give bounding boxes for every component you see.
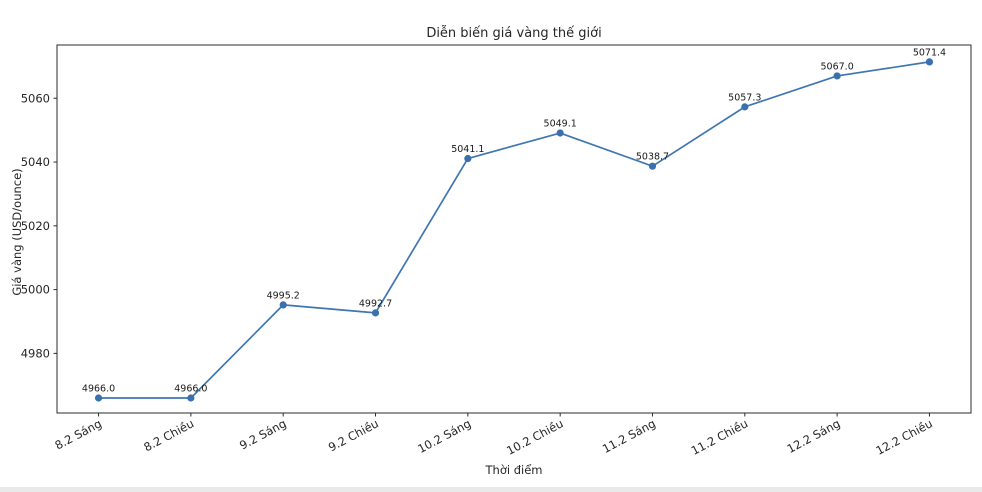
y-tick-label: 5060 [21, 91, 50, 105]
data-point [833, 72, 841, 80]
y-tick-label: 5040 [21, 155, 50, 169]
x-tick-label: 9.2 Sáng [237, 416, 289, 452]
x-tick-label: 12.2 Sáng [785, 416, 843, 456]
data-point-label: 4992.7 [359, 298, 392, 309]
y-tick-label: 5020 [21, 219, 50, 233]
x-tick-label: 11.2 Sáng [600, 416, 658, 456]
data-point-label: 5071.4 [913, 47, 946, 58]
data-point [556, 129, 564, 137]
x-tick-label: 9.2 Chiều [326, 416, 381, 454]
y-tick-label: 5000 [21, 283, 50, 297]
data-series: 4966.0 4966.0 4995.2 4992.7 5041.1 5049.1 5038… [82, 47, 946, 402]
data-point [464, 154, 472, 163]
x-tick-label: 11.2 Chiều [689, 416, 750, 458]
y-axis: 4980 5000 5020 5040 5060 [21, 91, 57, 360]
data-point [94, 394, 103, 402]
x-tick-label: 10.2 Chiều [504, 416, 565, 458]
data-point-label: 5067.0 [821, 61, 854, 72]
data-point [187, 394, 195, 402]
data-point [741, 103, 749, 111]
x-tick-label: 10.2 Sáng [415, 416, 473, 456]
chart-title: Diễn biến giá vàng thế giới [426, 26, 601, 41]
data-point-label: 4966.0 [174, 384, 207, 395]
x-tick-label: 8.2 Chiều [141, 416, 196, 454]
data-point-label: 5038.7 [636, 152, 669, 163]
data-point-label: 4995.2 [267, 290, 300, 301]
x-tick-label: 12.2 Chiều [873, 416, 934, 458]
window-edge-bottom [0, 487, 982, 492]
data-point [648, 162, 657, 170]
data-point-label: 5049.1 [544, 119, 577, 130]
data-point-label: 4966.0 [82, 384, 115, 395]
y-tick-label: 4980 [21, 346, 50, 360]
data-point [279, 301, 287, 309]
data-point [925, 58, 934, 66]
x-axis: 8.2 Sáng 8.2 Chiều 9.2 Sáng 9.2 Chiều 10.2 S… [52, 413, 935, 458]
data-point [371, 309, 380, 317]
data-point-label: 5057.3 [728, 92, 761, 103]
plot-area-border [56, 44, 972, 414]
price-line [98, 61, 930, 399]
data-point-label: 5041.1 [451, 144, 484, 155]
y-axis-title: Giá vàng (USD/ounce) [10, 168, 24, 295]
x-tick-label: 8.2 Sáng [52, 416, 104, 452]
x-axis-title: Thời điểm [485, 463, 543, 477]
